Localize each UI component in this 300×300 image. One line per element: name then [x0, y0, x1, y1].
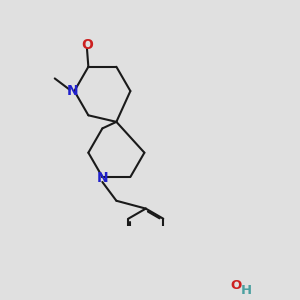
Text: N: N — [66, 84, 78, 98]
Text: N: N — [97, 171, 108, 185]
Text: H: H — [241, 284, 252, 297]
Text: O: O — [81, 38, 93, 52]
Text: O: O — [230, 279, 242, 292]
